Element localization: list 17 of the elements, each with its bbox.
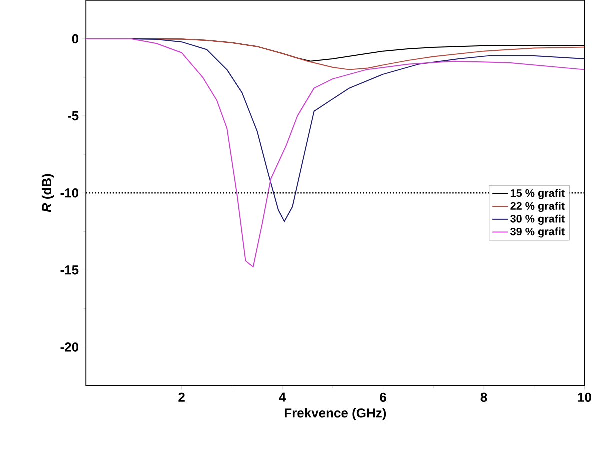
legend-label: 22 % grafit xyxy=(510,202,565,212)
legend-label: 30 % grafit xyxy=(510,214,565,226)
x-tick-label: 6 xyxy=(380,392,386,402)
y-tick-label: 0 xyxy=(72,34,79,44)
y-tick-label: -15 xyxy=(60,266,79,275)
legend-label: 15 % grafit xyxy=(510,189,565,200)
x-axis-title: Frekvence (GHz) xyxy=(284,408,386,420)
line-series xyxy=(86,38,585,268)
y-tick-label: -20 xyxy=(60,342,79,352)
x-tick-label: 2 xyxy=(178,392,185,402)
x-tick-label: 4 xyxy=(279,392,286,402)
x-tick-label: 10 xyxy=(578,392,592,402)
y-tick-label: -10 xyxy=(60,188,79,198)
legend-label: 39 % grafit xyxy=(510,228,565,238)
y-tick-label: -5 xyxy=(68,112,79,121)
x-tick-label: 8 xyxy=(480,392,488,402)
y-axis-title: R (dB) xyxy=(42,174,54,213)
